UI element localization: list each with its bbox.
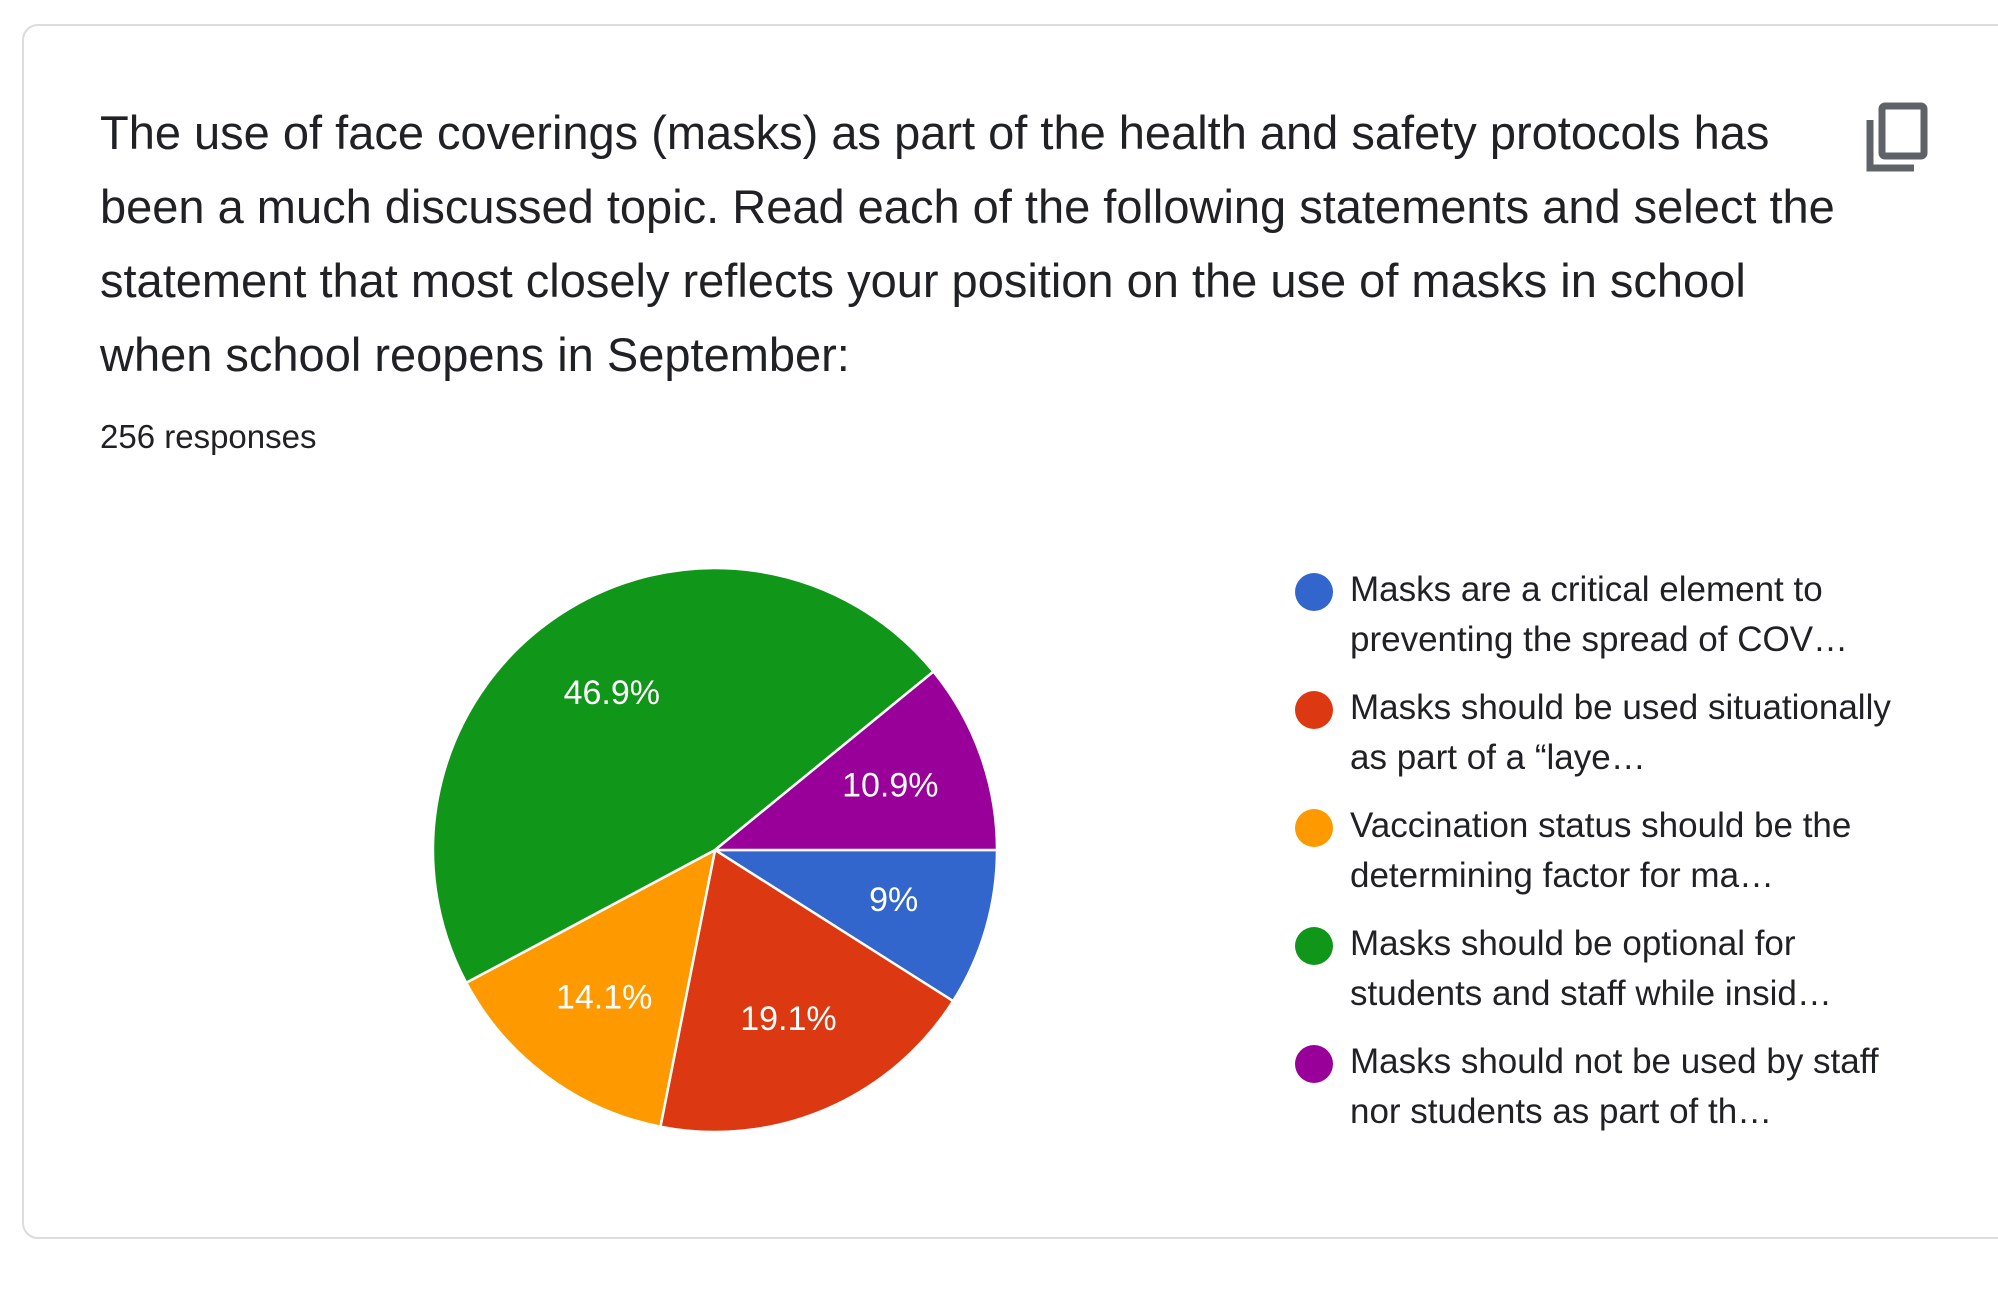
copy-icon[interactable] <box>1862 100 1932 176</box>
slice-label-masks-should-be-used-situational: 19.1% <box>740 1000 836 1038</box>
legend-swatch <box>1295 927 1333 965</box>
legend-swatch <box>1295 809 1333 847</box>
pie-slice-vaccination-status-should-be-the[interactable] <box>464 847 717 1129</box>
legend-item-vaccination-status-should-be-the[interactable]: Vaccination status should be the determi… <box>1295 801 1915 901</box>
legend-swatch <box>1295 1045 1333 1083</box>
legend-item-masks-should-be-optional-for-stu[interactable]: Masks should be optional for students an… <box>1295 919 1915 1019</box>
legend-label: Vaccination status should be the determi… <box>1350 806 1852 895</box>
legend-item-masks-are-a-critical-element-to-[interactable]: Masks are a critical element to preventi… <box>1295 565 1915 665</box>
slice-label-vaccination-status-should-be-the: 14.1% <box>556 978 652 1016</box>
legend-swatch <box>1295 573 1333 611</box>
pie-slice-masks-should-be-used-situational[interactable] <box>658 847 955 1134</box>
pie-slice-masks-should-be-optional-for-stu[interactable] <box>431 566 936 985</box>
pie-chart: 9% 19.1% 14.1% 46.9% 10.9% <box>431 566 999 1134</box>
legend-label: Masks should not be used by staff nor st… <box>1350 1042 1879 1131</box>
slice-label-masks-should-be-optional-for-stu: 46.9% <box>564 674 660 712</box>
chart-card <box>22 24 1998 1239</box>
legend-item-masks-should-not-be-used-by-staf[interactable]: Masks should not be used by staff nor st… <box>1295 1037 1915 1137</box>
legend: Masks are a critical element to preventi… <box>1295 565 1915 1155</box>
question-title: The use of face coverings (masks) as par… <box>100 106 1835 381</box>
pie-slice-masks-should-not-be-used-by-staf[interactable] <box>711 669 999 852</box>
slice-label-masks-should-not-be-used-by-staf: 10.9% <box>842 766 938 804</box>
legend-item-masks-should-be-used-situational[interactable]: Masks should be used situationally as pa… <box>1295 683 1915 783</box>
legend-label: Masks are a critical element to preventi… <box>1350 570 1849 659</box>
response-count: 256 responses <box>100 418 317 455</box>
pie-slice-masks-are-a-critical-element-to-[interactable] <box>710 848 999 1003</box>
slice-label-masks-are-a-critical-element-to-: 9% <box>869 881 918 919</box>
legend-label: Masks should be used situationally as pa… <box>1350 688 1891 777</box>
legend-swatch <box>1295 691 1333 729</box>
legend-label: Masks should be optional for students an… <box>1350 924 1832 1013</box>
